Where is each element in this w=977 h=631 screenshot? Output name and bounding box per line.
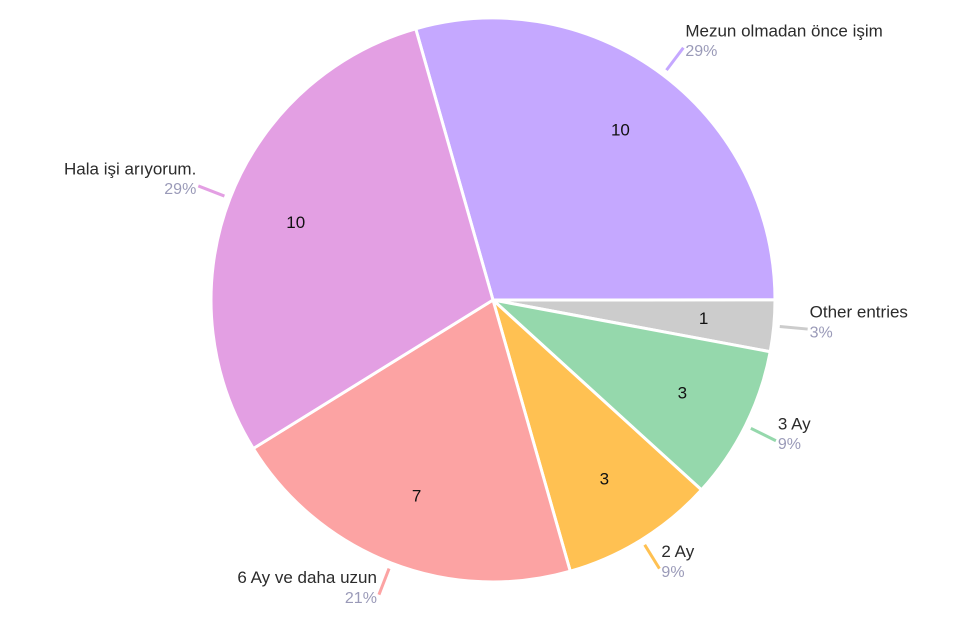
pie-slice: [251, 298, 572, 584]
pie-slice: [414, 16, 777, 302]
slice-count: 10: [611, 121, 630, 140]
leader-line: [197, 184, 225, 198]
slice-percent: 29%: [685, 43, 717, 60]
slice-count: 3: [600, 469, 609, 488]
leader-line: [750, 426, 777, 443]
leader-line: [377, 568, 391, 596]
slice-percent: 9%: [778, 436, 801, 453]
slice-percent: 21%: [345, 590, 377, 607]
slice-label: Mezun olmadan önce işim: [685, 21, 882, 40]
slice-count: 10: [286, 213, 305, 232]
slice-label: 2 Ay: [661, 542, 694, 561]
slice-percent: 3%: [810, 324, 833, 341]
slice-label: Other entries: [810, 303, 908, 322]
slice-count: 7: [412, 487, 421, 506]
pie-slice: [491, 298, 703, 573]
slice-label: 6 Ay ve daha uzun: [237, 568, 377, 587]
slice-label: 3 Ay: [778, 414, 811, 433]
leader-line: [643, 544, 661, 570]
leader-line: [779, 324, 808, 331]
slice-count: 1: [699, 309, 708, 328]
pie-slice: [491, 298, 772, 492]
slice-percent: 9%: [661, 564, 684, 581]
leader-line: [665, 46, 685, 72]
slice-count: 3: [678, 384, 687, 403]
slice-label: Hala işi arıyorum.: [64, 159, 196, 178]
slice-percent: 29%: [164, 181, 196, 198]
pie-slice: [209, 27, 495, 451]
